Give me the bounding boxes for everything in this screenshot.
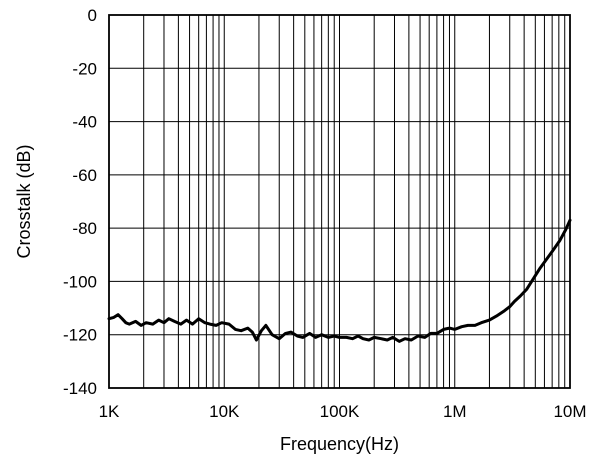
y-tick-label: -20 <box>72 59 97 78</box>
tick-labels: 1K 10K 100K 1M 10M 0 -20 -40 -60 -80 -100 -120 -140 <box>63 6 587 421</box>
y-tick-label: -40 <box>72 113 97 132</box>
y-tick-label: -60 <box>72 166 97 185</box>
series-layer <box>107 218 572 343</box>
x-tick-label: 10K <box>209 402 240 421</box>
y-axis-title: Crosstalk (dB) <box>14 144 34 258</box>
x-axis-title: Frequency(Hz) <box>280 434 399 454</box>
plot-frame <box>108 14 571 389</box>
crosstalk-series-line <box>107 218 572 343</box>
y-tick-label: 0 <box>88 6 97 25</box>
x-tick-label: 1K <box>99 402 120 421</box>
x-tick-label: 10M <box>553 402 586 421</box>
y-tick-label: -80 <box>72 219 97 238</box>
x-tick-label: 100K <box>320 402 360 421</box>
x-tick-label: 1M <box>443 402 467 421</box>
y-tick-label: -140 <box>63 379 97 398</box>
y-tick-label: -100 <box>63 272 97 291</box>
y-tick-label: -120 <box>63 326 97 345</box>
grid-lines <box>109 15 570 388</box>
